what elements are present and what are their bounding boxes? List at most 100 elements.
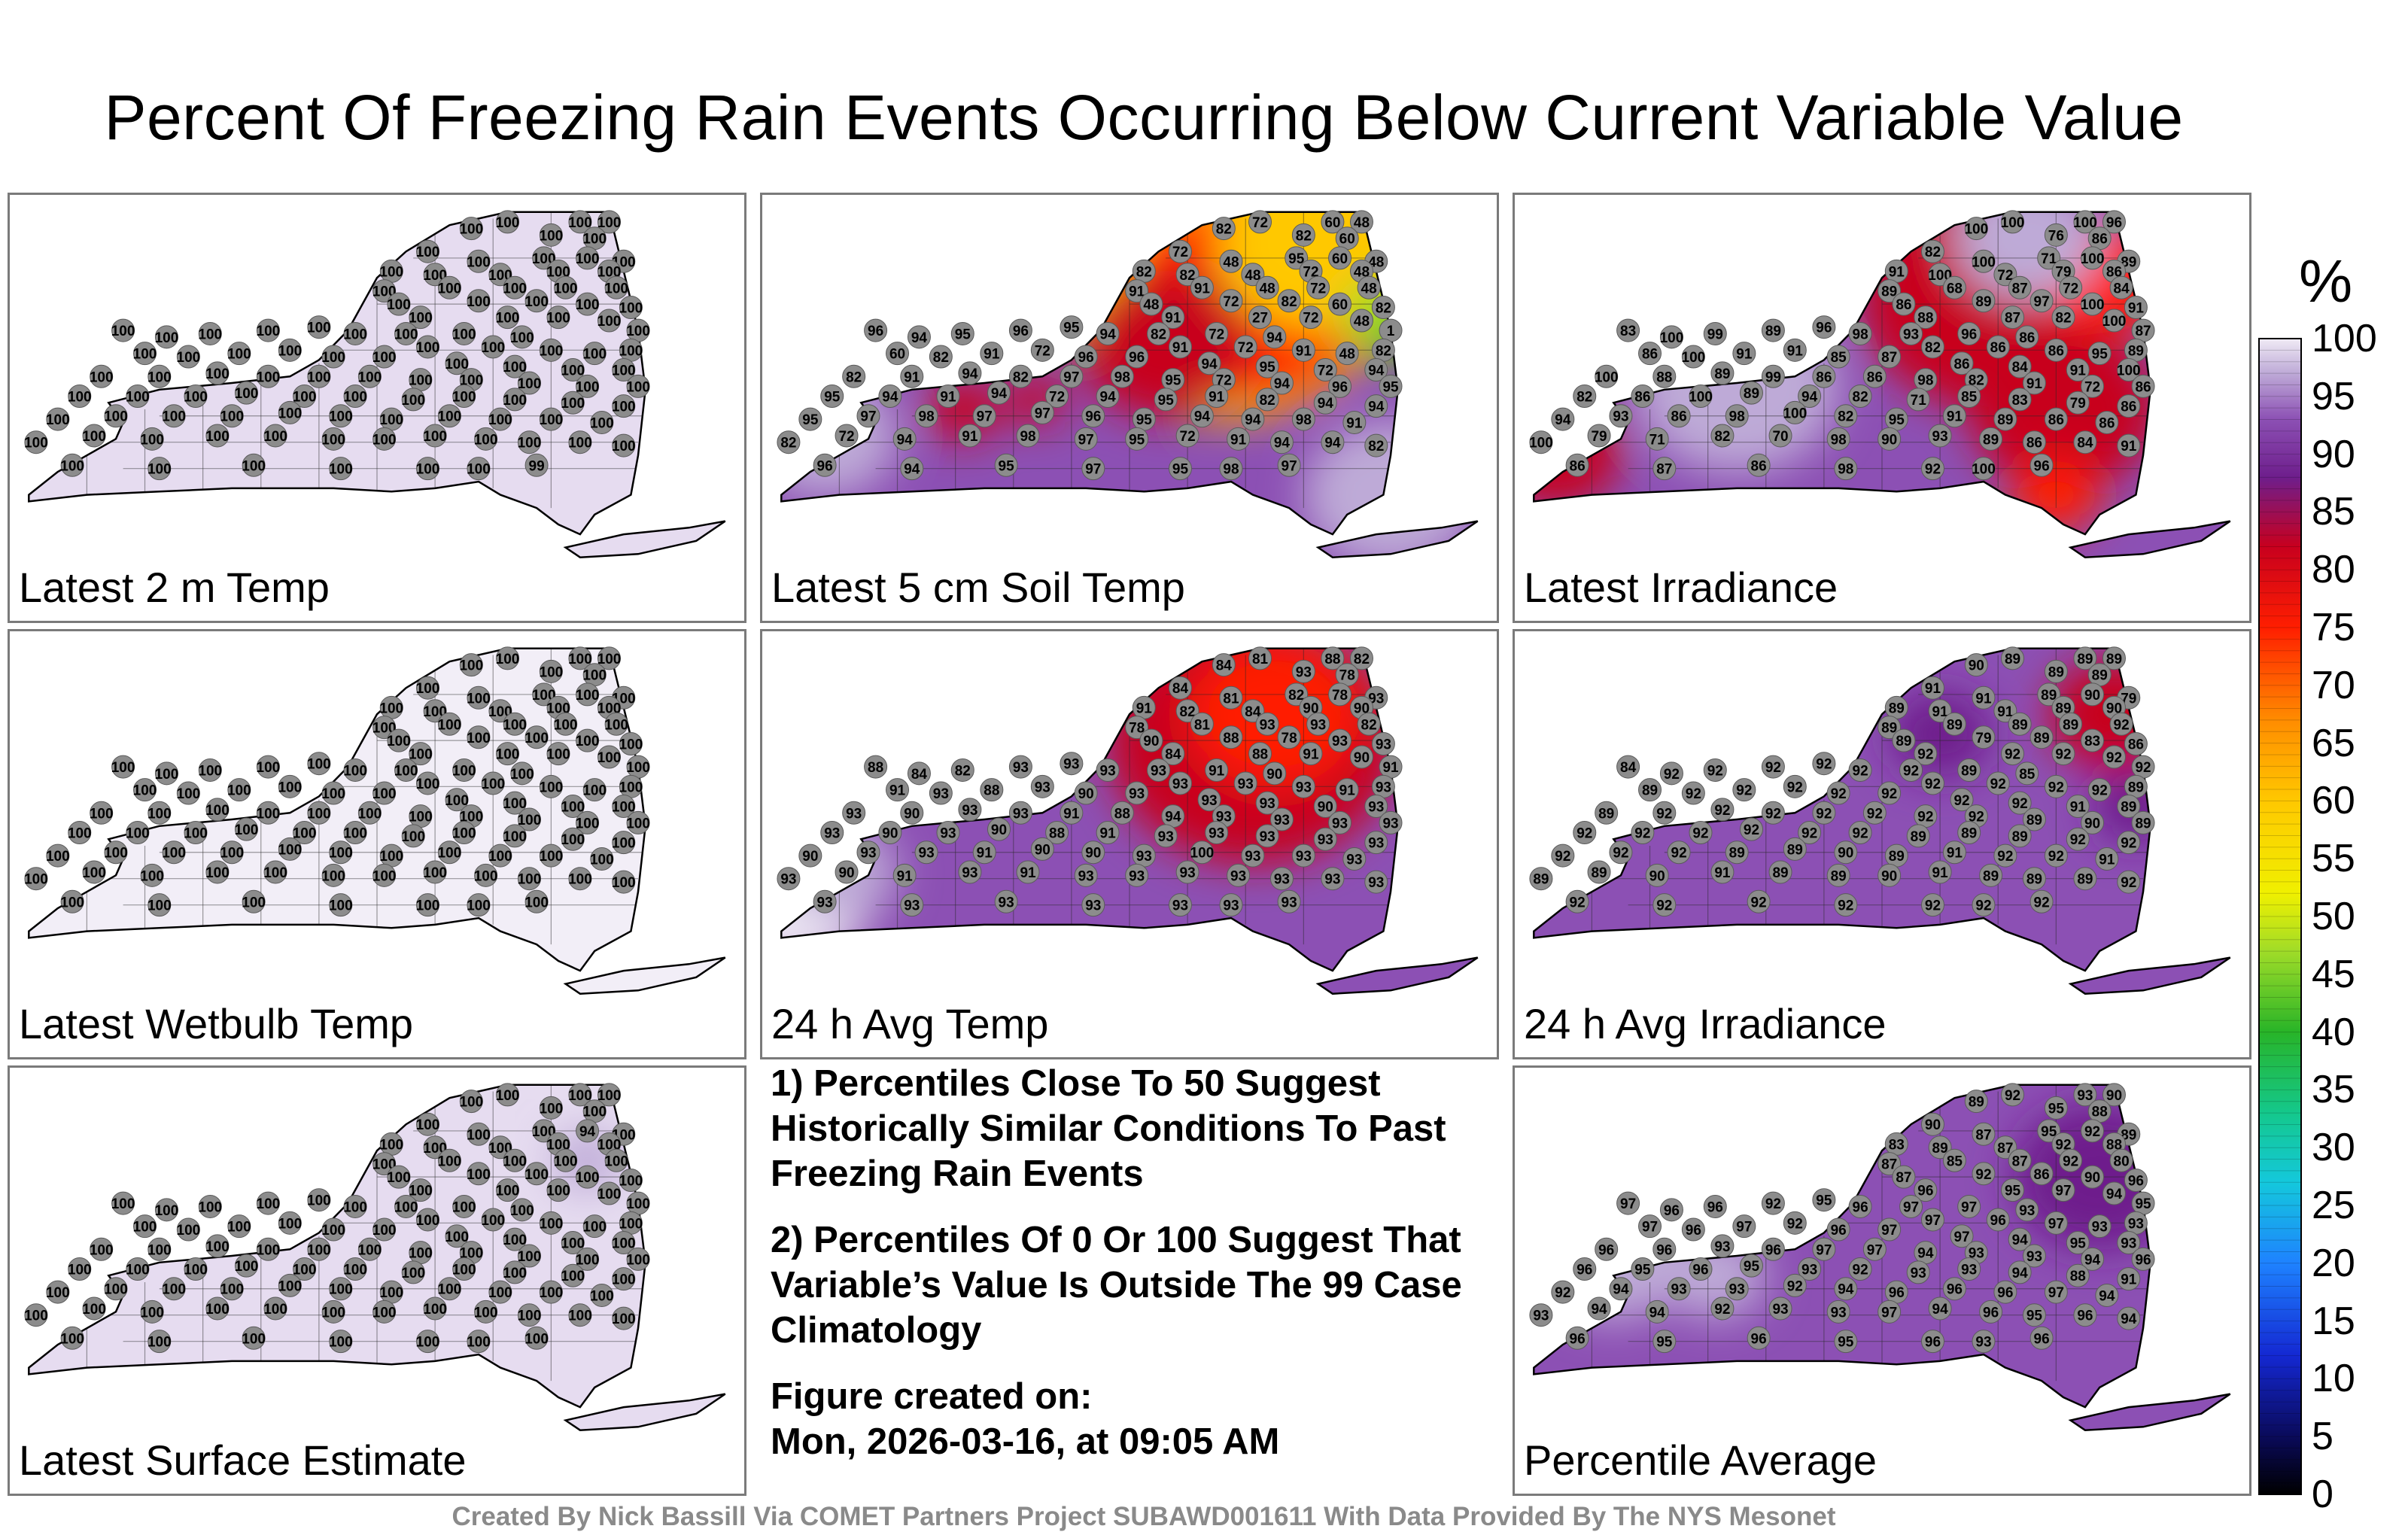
station-dot xyxy=(1349,210,1373,234)
station-value: 93 xyxy=(1346,852,1362,868)
station-marker: 100 xyxy=(496,305,519,330)
station-marker: 92 xyxy=(1834,893,1858,917)
station-marker: 100 xyxy=(409,368,433,392)
station-dot xyxy=(1739,381,1763,405)
station-dot xyxy=(147,1330,172,1354)
station-value: 100 xyxy=(329,846,353,862)
station-dot xyxy=(950,321,974,345)
station-dot xyxy=(1950,1224,1974,1248)
station-dot xyxy=(1565,889,1589,913)
station-marker: 93 xyxy=(1227,863,1251,887)
station-dot xyxy=(1233,335,1257,359)
station-marker: 100 xyxy=(358,801,382,825)
station-dot xyxy=(1725,1277,1749,1301)
station-value: 100 xyxy=(1682,350,1706,366)
station-value: 86 xyxy=(2092,232,2108,248)
station-value: 72 xyxy=(2084,379,2100,395)
station-marker: 91 xyxy=(1190,275,1214,299)
station-marker: 82 xyxy=(1371,338,1395,362)
station-dot xyxy=(2008,824,2032,848)
station-value: 100 xyxy=(612,1272,636,1288)
station-value: 100 xyxy=(546,1184,570,1199)
station-value: 92 xyxy=(1656,806,1672,822)
station-value: 100 xyxy=(597,652,622,667)
station-marker: 92 xyxy=(2029,889,2054,913)
station-value: 92 xyxy=(1975,1167,1991,1183)
station-value: 100 xyxy=(343,327,367,342)
station-marker: 81 xyxy=(1248,646,1272,670)
station-marker: 95 xyxy=(2022,1303,2046,1327)
station-value: 87 xyxy=(2135,324,2151,339)
station-value: 100 xyxy=(1689,390,1713,406)
station-marker: 91 xyxy=(1942,404,1966,428)
station-value: 100 xyxy=(307,757,331,773)
station-value: 100 xyxy=(68,1263,92,1278)
station-dot xyxy=(415,676,439,700)
station-value: 100 xyxy=(126,390,150,406)
station-value: 100 xyxy=(452,763,476,779)
station-marker: 93 xyxy=(1277,889,1301,913)
station-marker: 100 xyxy=(68,821,92,845)
station-value: 94 xyxy=(882,390,898,406)
station-dot xyxy=(198,321,222,345)
panel-percentile-average: 92 93 90 89 95 88 90 87 95 92 89 83 89 87 92 88 87 85 87 92… xyxy=(1513,1065,2251,1496)
station-dot xyxy=(1914,305,1938,330)
station-value: 100 xyxy=(372,721,397,737)
station-marker: 93 xyxy=(958,798,982,822)
station-dot xyxy=(387,1165,411,1189)
station-marker: 98 xyxy=(914,404,938,428)
station-value: 96 xyxy=(1765,1242,1781,1258)
station-marker: 100 xyxy=(263,1296,287,1321)
station-value: 100 xyxy=(582,1220,607,1236)
station-dot xyxy=(1573,1257,1597,1281)
station-marker: 82 xyxy=(1710,424,1735,448)
station-marker: 100 xyxy=(590,847,614,871)
station-marker: 95 xyxy=(1125,427,1149,451)
station-value: 100 xyxy=(198,763,222,779)
station-value: 92 xyxy=(1714,803,1730,819)
station-value: 71 xyxy=(2041,251,2057,267)
station-value: 93 xyxy=(1172,777,1188,792)
station-dot xyxy=(474,427,498,451)
station-marker: 86 xyxy=(2022,430,2046,454)
state-outline xyxy=(1315,956,1479,995)
station-value: 89 xyxy=(2063,717,2078,733)
station-value: 88 xyxy=(1223,731,1239,746)
station-marker: 98 xyxy=(1110,364,1134,388)
station-value: 100 xyxy=(24,872,48,888)
station-marker: 100 xyxy=(1595,364,1619,388)
station-marker: 100 xyxy=(372,1217,396,1242)
station-marker: 100 xyxy=(329,1330,353,1354)
station-marker: 89 xyxy=(2022,867,2046,891)
station-dot xyxy=(1942,840,1966,865)
station-value: 97 xyxy=(977,409,993,425)
station-value: 91 xyxy=(1714,865,1731,881)
station-dot xyxy=(46,843,70,868)
station-marker: 100 xyxy=(467,1162,491,1186)
station-value: 100 xyxy=(503,281,527,296)
station-marker: 100 xyxy=(532,246,556,270)
station-marker: 86 xyxy=(2029,1162,2054,1186)
station-value: 86 xyxy=(1634,390,1650,406)
station-dot xyxy=(1587,860,1611,884)
station-marker: 100 xyxy=(1689,385,1713,409)
station-marker: 82 xyxy=(1920,335,1944,359)
station-marker: 100 xyxy=(205,361,230,385)
station-marker: 100 xyxy=(140,1299,164,1324)
station-dot xyxy=(1008,364,1032,388)
station-marker: 95 xyxy=(1652,1330,1677,1354)
station-value: 100 xyxy=(524,731,549,746)
station-value: 100 xyxy=(467,254,491,270)
station-marker: 94 xyxy=(1364,394,1388,418)
station-dot xyxy=(1906,1260,1930,1284)
station-dot xyxy=(496,210,520,234)
station-dot xyxy=(2087,778,2112,802)
station-dot xyxy=(1219,249,1243,273)
station-marker: 87 xyxy=(1652,457,1677,481)
station-value: 100 xyxy=(307,321,331,336)
station-marker: 98 xyxy=(1914,368,1938,392)
station-dot xyxy=(2001,646,2025,670)
station-dot xyxy=(2066,391,2090,415)
station-value: 84 xyxy=(1216,658,1233,674)
